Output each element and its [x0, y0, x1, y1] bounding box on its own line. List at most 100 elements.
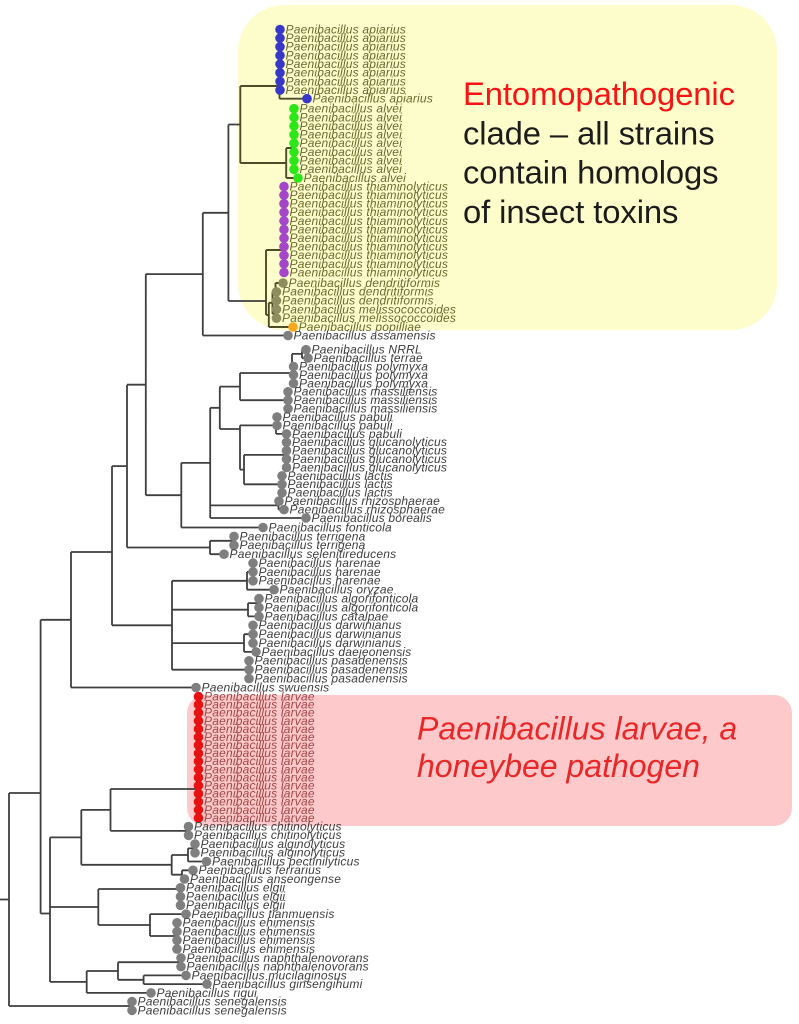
svg-text:Paenibacillus glucanolyticus: Paenibacillus glucanolyticus: [292, 452, 447, 466]
svg-text:Paenibacillus massiliensis: Paenibacillus massiliensis: [294, 385, 438, 399]
svg-text:Paenibacillus thiaminolyticus: Paenibacillus thiaminolyticus: [290, 240, 449, 254]
svg-text:Paenibacillus pectinilyticus: Paenibacillus pectinilyticus: [212, 854, 360, 868]
svg-text:Paenibacillus thiaminolyticus: Paenibacillus thiaminolyticus: [290, 179, 449, 193]
svg-text:Paenibacillus pabuli: Paenibacillus pabuli: [283, 418, 393, 432]
svg-text:Paenibacillus anseongense: Paenibacillus anseongense: [190, 872, 341, 886]
svg-text:Paenibacillus elgii: Paenibacillus elgii: [186, 881, 285, 895]
svg-text:Paenibacillus senegalensis: Paenibacillus senegalensis: [138, 1003, 287, 1017]
svg-text:Paenibacillus melissococcoides: Paenibacillus melissococcoides: [282, 311, 456, 325]
svg-text:Paenibacillus terrigena: Paenibacillus terrigena: [240, 538, 366, 552]
svg-text:Paenibacillus selenitireducens: Paenibacillus selenitireducens: [230, 547, 397, 561]
svg-text:Paenibacillus thiaminolyticus: Paenibacillus thiaminolyticus: [290, 231, 449, 245]
svg-text:Paenibacillus harenae: Paenibacillus harenae: [259, 565, 381, 579]
svg-text:Paenibacillus glucanolyticus: Paenibacillus glucanolyticus: [292, 444, 447, 458]
svg-text:Paenibacillus lactis: Paenibacillus lactis: [288, 469, 393, 483]
svg-text:Paenibacillus borealis: Paenibacillus borealis: [312, 511, 432, 525]
svg-text:Paenibacillus popilliae: Paenibacillus popilliae: [299, 320, 422, 334]
svg-text:Paenibacillus tianmuensis: Paenibacillus tianmuensis: [192, 907, 335, 921]
svg-text:Paenibacillus harenae: Paenibacillus harenae: [259, 574, 381, 588]
svg-text:Paenibacillus ehimensis: Paenibacillus ehimensis: [183, 925, 316, 939]
svg-text:Paenibacillus ehimensis: Paenibacillus ehimensis: [183, 942, 316, 956]
svg-text:Paenibacillus thiaminolyticus: Paenibacillus thiaminolyticus: [290, 214, 449, 228]
svg-text:Paenibacillus apiarius: Paenibacillus apiarius: [286, 83, 406, 97]
svg-text:Paenibacillus elgii: Paenibacillus elgii: [186, 890, 285, 904]
svg-text:Paenibacillus chitinolyticus: Paenibacillus chitinolyticus: [194, 828, 342, 842]
svg-text:Paenibacillus thiaminolyticus: Paenibacillus thiaminolyticus: [290, 197, 449, 211]
svg-text:Paenibacillus alginolyticus: Paenibacillus alginolyticus: [201, 846, 346, 860]
svg-text:Paenibacillus larvae: Paenibacillus larvae: [204, 730, 315, 744]
svg-text:Paenibacillus terrae: Paenibacillus terrae: [314, 351, 424, 365]
svg-text:Paenibacillus assamensis: Paenibacillus assamensis: [294, 328, 436, 342]
svg-text:Paenibacillus ferrarius: Paenibacillus ferrarius: [199, 863, 322, 877]
svg-text:Paenibacillus harenae: Paenibacillus harenae: [259, 556, 381, 570]
svg-text:Paenibacillus pasadenensis: Paenibacillus pasadenensis: [255, 672, 408, 686]
svg-text:Paenibacillus larvae: Paenibacillus larvae: [204, 779, 315, 793]
svg-text:Paenibacillus alvei: Paenibacillus alvei: [300, 162, 403, 176]
svg-text:Paenibacillus NRRL: Paenibacillus NRRL: [312, 343, 422, 357]
svg-text:Paenibacillus larvae: Paenibacillus larvae: [204, 795, 315, 809]
svg-text:Paenibacillus darwinianus: Paenibacillus darwinianus: [259, 636, 402, 650]
svg-text:Paenibacillus pabuli: Paenibacillus pabuli: [283, 410, 393, 424]
svg-text:Paenibacillus algorifonticola: Paenibacillus algorifonticola: [265, 600, 419, 614]
svg-text:contain homologs: contain homologs: [463, 154, 718, 191]
svg-text:Paenibacillus larvae: Paenibacillus larvae: [204, 803, 315, 817]
svg-text:Paenibacillus massiliensis: Paenibacillus massiliensis: [294, 393, 438, 407]
svg-text:Paenibacillus dendritiformis: Paenibacillus dendritiformis: [282, 294, 434, 308]
svg-text:Paenibacillus catalpae: Paenibacillus catalpae: [265, 609, 389, 623]
svg-text:Paenibacillus senegalensis: Paenibacillus senegalensis: [138, 995, 287, 1009]
svg-text:Paenibacillus alvei: Paenibacillus alvei: [300, 145, 403, 159]
svg-text:Paenibacillus larvae: Paenibacillus larvae: [204, 762, 315, 776]
svg-text:Paenibacillus apiarius: Paenibacillus apiarius: [286, 66, 406, 80]
svg-text:Paenibacillus rigui: Paenibacillus rigui: [157, 986, 258, 1000]
svg-text:Paenibacillus rhizosphaerae: Paenibacillus rhizosphaerae: [290, 503, 446, 517]
svg-text:Paenibacillus naphthalenovoran: Paenibacillus naphthalenovorans: [187, 951, 369, 965]
svg-text:Paenibacillus glucanolyticus: Paenibacillus glucanolyticus: [292, 435, 447, 449]
svg-text:Paenibacillus pasadenensis: Paenibacillus pasadenensis: [255, 663, 408, 677]
svg-text:Paenibacillus chitinolyticus: Paenibacillus chitinolyticus: [194, 819, 342, 833]
svg-text:Paenibacillus darwinianus: Paenibacillus darwinianus: [259, 618, 402, 632]
svg-text:Paenibacillus thiaminolyticus: Paenibacillus thiaminolyticus: [290, 257, 449, 271]
svg-text:Paenibacillus larvae: Paenibacillus larvae: [204, 754, 315, 768]
svg-text:Paenibacillus naphthalenovoran: Paenibacillus naphthalenovorans: [187, 960, 369, 974]
svg-text:Paenibacillus thiaminolyticus: Paenibacillus thiaminolyticus: [290, 265, 449, 279]
svg-text:Paenibacillus larvae: Paenibacillus larvae: [204, 722, 315, 736]
svg-text:Paenibacillus thiaminolyticus: Paenibacillus thiaminolyticus: [290, 188, 449, 202]
svg-text:Paenibacillus daejeonensis: Paenibacillus daejeonensis: [262, 645, 412, 659]
svg-text:Paenibacillus dendritiformis: Paenibacillus dendritiformis: [282, 285, 434, 299]
svg-text:Paenibacillus larvae: Paenibacillus larvae: [204, 706, 315, 720]
svg-text:Paenibacillus elgii: Paenibacillus elgii: [186, 898, 285, 912]
svg-text:Paenibacillus pasadenensis: Paenibacillus pasadenensis: [255, 654, 408, 668]
svg-text:Paenibacillus mucilaginosus: Paenibacillus mucilaginosus: [192, 968, 347, 982]
svg-text:Paenibacillus thiaminolyticus: Paenibacillus thiaminolyticus: [290, 248, 449, 262]
svg-text:Paenibacillus melissococcoides: Paenibacillus melissococcoides: [282, 302, 456, 316]
svg-text:Paenibacillus apiarius: Paenibacillus apiarius: [313, 92, 433, 106]
svg-text:Paenibacillus alvei: Paenibacillus alvei: [300, 119, 403, 133]
svg-text:Paenibacillus massiliensis: Paenibacillus massiliensis: [294, 402, 438, 416]
svg-text:Paenibacillus larvae: Paenibacillus larvae: [204, 811, 315, 825]
svg-text:Paenibacillus larvae: Paenibacillus larvae: [204, 714, 315, 728]
svg-text:Paenibacillus alvei: Paenibacillus alvei: [300, 102, 403, 116]
svg-text:Paenibacillus algorifonticola: Paenibacillus algorifonticola: [265, 592, 419, 606]
svg-text:Paenibacillus terrigena: Paenibacillus terrigena: [240, 529, 366, 543]
svg-text:Paenibacillus polymyxa: Paenibacillus polymyxa: [299, 376, 428, 390]
svg-text:Paenibacillus oryzae: Paenibacillus oryzae: [280, 583, 394, 597]
svg-text:Paenibacillus apiarius: Paenibacillus apiarius: [286, 22, 406, 36]
svg-text:Paenibacillus apiarius: Paenibacillus apiarius: [286, 74, 406, 88]
svg-text:Paenibacillus apiarius: Paenibacillus apiarius: [286, 57, 406, 71]
svg-text:Paenibacillus lactis: Paenibacillus lactis: [288, 477, 393, 491]
svg-text:Paenibacillus larvae: Paenibacillus larvae: [204, 770, 315, 784]
svg-text:Paenibacillus polymyxa: Paenibacillus polymyxa: [299, 359, 428, 373]
svg-text:Paenibacillus pabuli: Paenibacillus pabuli: [292, 427, 402, 441]
svg-text:Paenibacillus dendritiformis: Paenibacillus dendritiformis: [289, 276, 441, 290]
svg-text:Paenibacillus alvei: Paenibacillus alvei: [300, 136, 403, 150]
svg-text:Paenibacillus alvei: Paenibacillus alvei: [300, 128, 403, 142]
svg-text:Paenibacillus swuensis: Paenibacillus swuensis: [202, 680, 330, 694]
svg-text:Paenibacillus larvae: Paenibacillus larvae: [204, 787, 315, 801]
svg-text:Paenibacillus apiarius: Paenibacillus apiarius: [286, 48, 406, 62]
svg-text:Paenibacillus polymyxa: Paenibacillus polymyxa: [299, 368, 428, 382]
svg-text:Paenibacillus apiarius: Paenibacillus apiarius: [286, 31, 406, 45]
svg-text:Paenibacillus larvae: Paenibacillus larvae: [204, 690, 315, 704]
svg-text:Paenibacillus thiaminolyticus: Paenibacillus thiaminolyticus: [290, 205, 449, 219]
svg-text:Paenibacillus apiarius: Paenibacillus apiarius: [286, 40, 406, 54]
svg-text:Paenibacillus larvae: Paenibacillus larvae: [204, 746, 315, 760]
